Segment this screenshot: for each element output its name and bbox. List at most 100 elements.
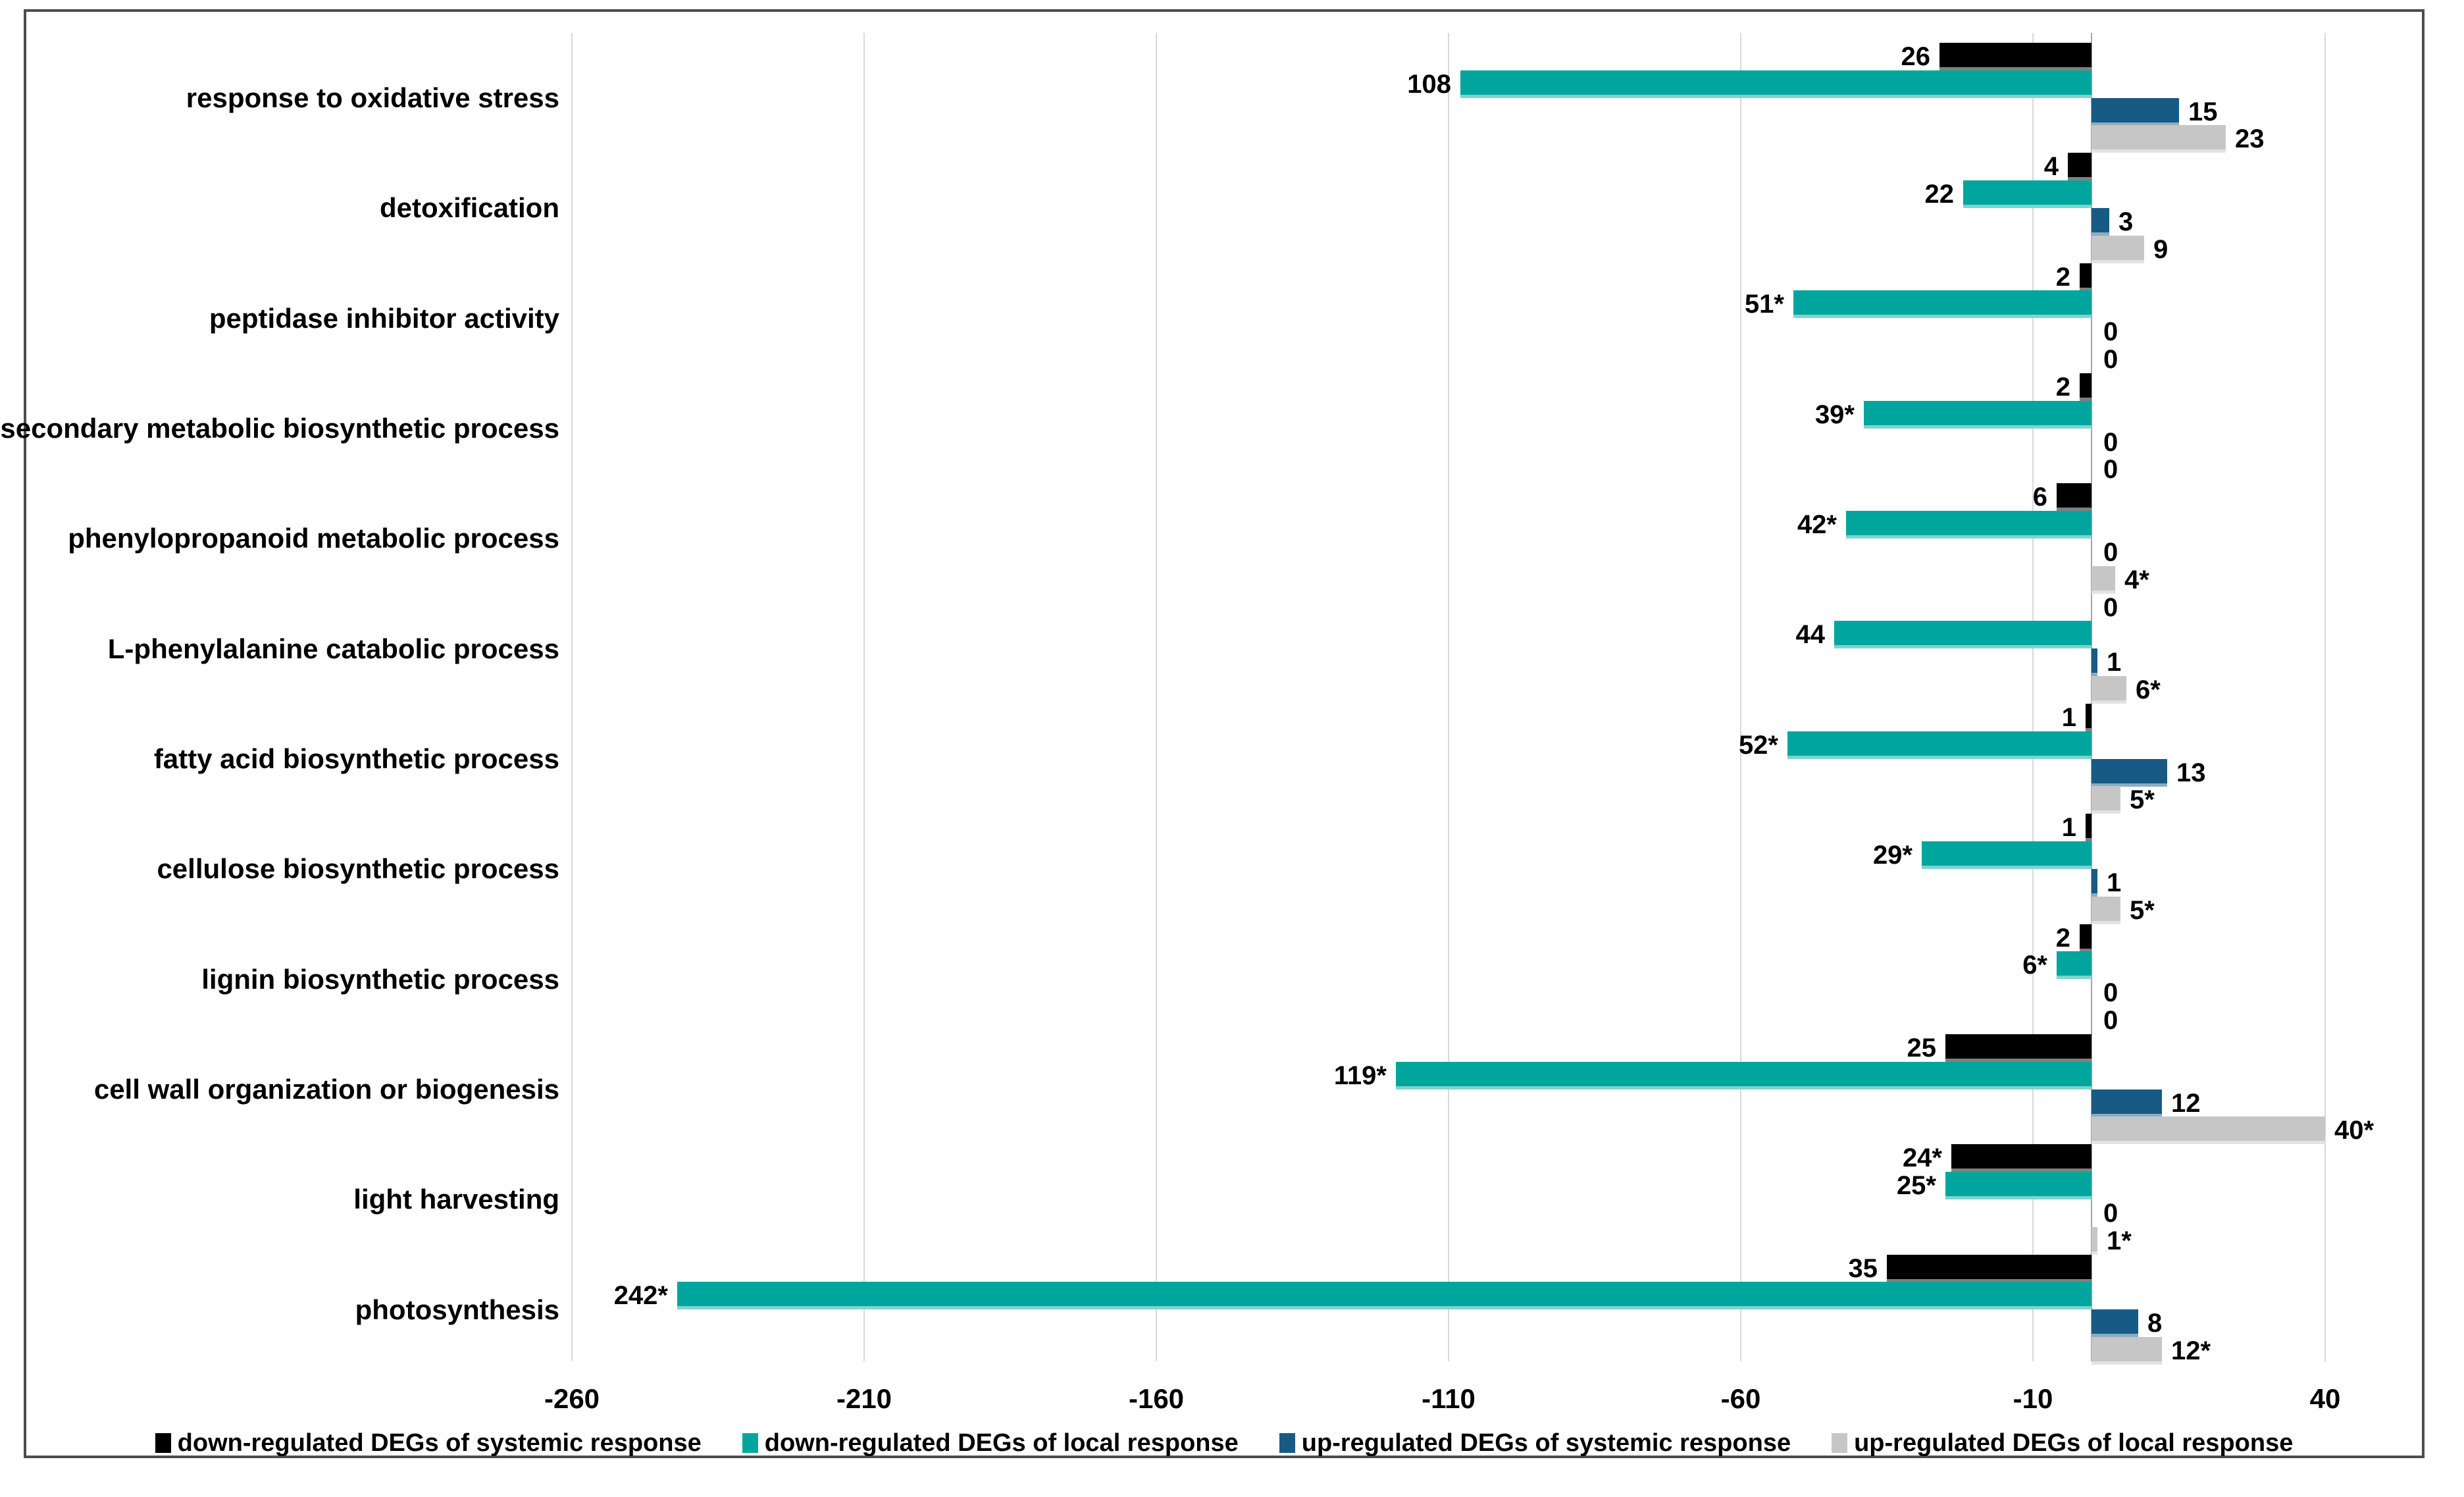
value-label: 6 <box>2032 482 2047 512</box>
bar-down-regulated-systemic <box>2086 814 2092 841</box>
value-label: 5* <box>2130 895 2155 925</box>
bar-down-regulated-systemic <box>1951 1144 2092 1172</box>
legend-item: down-regulated DEGs of systemic response <box>155 1429 702 1458</box>
value-label: 119* <box>1333 1061 1387 1090</box>
value-label: 0 <box>2103 454 2118 484</box>
legend-label: down-regulated DEGs of local response <box>764 1429 1239 1457</box>
value-label: 8 <box>2147 1308 2163 1338</box>
x-tick-label: -60 <box>1720 1383 1761 1414</box>
value-label: 9 <box>2153 234 2169 264</box>
category-label: cell wall organization or biogenesis <box>93 1073 559 1105</box>
x-tick-label: -260 <box>544 1383 600 1414</box>
value-label: 25* <box>1896 1170 1936 1200</box>
value-label: 0 <box>2103 1198 2118 1228</box>
value-label: 0 <box>2103 592 2118 622</box>
gridline <box>2324 33 2326 1361</box>
bar-up-regulated-local <box>2092 786 2120 814</box>
bar-up-regulated-systemic <box>2092 208 2109 236</box>
bar-down-regulated-local <box>1787 731 2092 759</box>
category-label: response to oxidative stress <box>186 82 559 113</box>
bar-up-regulated-local <box>2092 897 2120 924</box>
x-tick-label: 40 <box>2309 1383 2341 1414</box>
category-label: phenylopropanoid metabolic process <box>68 522 559 554</box>
bar-up-regulated-systemic <box>2092 759 2167 787</box>
value-label: 42* <box>1797 510 1837 539</box>
value-label: 242* <box>613 1280 668 1310</box>
value-label: 1 <box>2107 868 2122 897</box>
value-label: 0 <box>2103 344 2118 374</box>
bar-down-regulated-systemic <box>1939 43 2092 70</box>
category-label: lignin biosynthetic process <box>201 963 559 995</box>
bar-down-regulated-local <box>1922 841 2092 869</box>
bar-down-regulated-systemic <box>1887 1255 2092 1282</box>
value-label: 0 <box>2103 317 2118 346</box>
bar-down-regulated-systemic <box>2080 263 2092 291</box>
bar-down-regulated-systemic <box>1945 1034 2092 1062</box>
value-label: 29* <box>1872 840 1912 870</box>
value-label: 13 <box>2176 758 2206 787</box>
gridline <box>571 33 573 1361</box>
bar-down-regulated-systemic <box>2080 373 2092 401</box>
category-label: cellulose biosynthetic process <box>157 853 559 884</box>
bar-down-regulated-local <box>1793 290 2092 318</box>
value-label: 52* <box>1738 730 1778 760</box>
legend-item: up-regulated DEGs of local response <box>1832 1429 2293 1458</box>
bar-up-regulated-systemic <box>2092 869 2097 897</box>
bar-up-regulated-local <box>2092 676 2126 704</box>
bar-up-regulated-local <box>2092 1337 2162 1365</box>
value-label: 1* <box>2107 1226 2132 1255</box>
value-label: 23 <box>2235 124 2265 153</box>
bar-up-regulated-local <box>2092 566 2115 594</box>
gridline <box>863 33 865 1361</box>
legend-label: up-regulated DEGs of local response <box>1854 1429 2294 1457</box>
value-label: 6* <box>2022 950 2047 980</box>
bar-down-regulated-local <box>1846 511 2092 538</box>
category-label: light harvesting <box>353 1183 559 1215</box>
bar-up-regulated-systemic <box>2092 648 2097 676</box>
bar-up-regulated-local <box>2092 1227 2097 1255</box>
bar-up-regulated-systemic <box>2092 1309 2138 1337</box>
category-label: photosynthesis <box>355 1294 559 1325</box>
legend-marker-icon <box>1832 1433 1848 1453</box>
legend-marker-icon <box>1279 1433 1295 1453</box>
value-label: 4 <box>2043 151 2059 181</box>
legend-marker-icon <box>742 1433 758 1453</box>
value-label: 12 <box>2171 1088 2201 1118</box>
bar-down-regulated-local <box>1945 1172 2092 1199</box>
value-label: 39* <box>1814 400 1855 429</box>
value-label: 0 <box>2103 978 2118 1007</box>
bar-down-regulated-local <box>1396 1062 2092 1090</box>
legend-marker-icon <box>155 1433 171 1453</box>
x-tick-label: -10 <box>2013 1383 2053 1414</box>
value-label: 108 <box>1407 69 1451 99</box>
value-label: 24* <box>1902 1143 1942 1172</box>
legend-item: down-regulated DEGs of local response <box>742 1429 1239 1458</box>
legend-label: up-regulated DEGs of systemic response <box>1301 1429 1791 1457</box>
x-tick-label: -210 <box>836 1383 892 1414</box>
value-label: 0 <box>2103 427 2118 457</box>
bar-up-regulated-local <box>2092 125 2226 153</box>
bar-up-regulated-systemic <box>2092 1090 2162 1117</box>
legend-item: up-regulated DEGs of systemic response <box>1279 1429 1791 1458</box>
value-label: 0 <box>2103 537 2118 567</box>
value-label: 2 <box>2055 372 2070 402</box>
bar-down-regulated-local <box>1834 621 2092 648</box>
value-label: 4* <box>2124 565 2149 594</box>
x-tick-label: -160 <box>1128 1383 1185 1414</box>
bar-down-regulated-local <box>677 1282 2092 1309</box>
bar-down-regulated-local <box>1864 401 2092 429</box>
bar-down-regulated-systemic <box>2057 483 2092 511</box>
gridline <box>1448 33 1449 1361</box>
bar-up-regulated-local <box>2092 236 2144 263</box>
value-label: 1 <box>2107 647 2122 677</box>
bar-down-regulated-systemic <box>2080 924 2092 952</box>
value-label: 35 <box>1848 1253 1878 1283</box>
category-label: peptidase inhibitor activity <box>209 302 559 334</box>
chart-legend: down-regulated DEGs of systemic response… <box>24 1422 2425 1464</box>
bar-down-regulated-systemic <box>2068 153 2092 180</box>
gridline <box>1740 33 1741 1361</box>
value-label: 44 <box>1795 619 1826 649</box>
bar-down-regulated-systemic <box>2086 704 2092 731</box>
value-label: 22 <box>1924 179 1955 209</box>
bar-down-regulated-local <box>2057 951 2092 979</box>
